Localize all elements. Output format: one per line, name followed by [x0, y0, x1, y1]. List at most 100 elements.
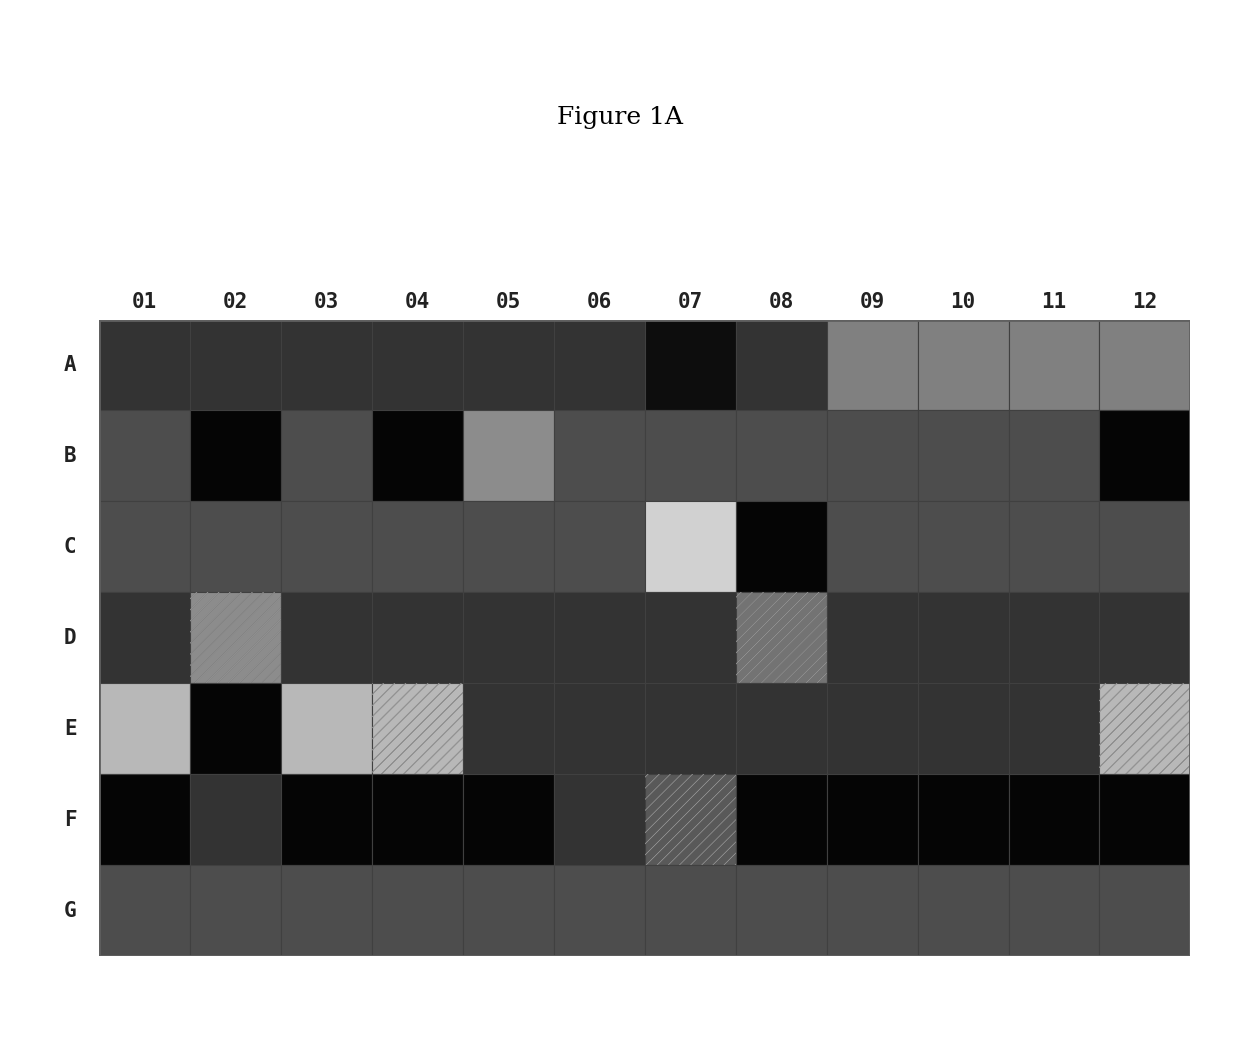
Bar: [1008, 410, 1100, 502]
Bar: [190, 592, 281, 684]
Bar: [463, 502, 554, 592]
Bar: [554, 502, 645, 592]
Bar: [372, 865, 463, 956]
Bar: [645, 410, 735, 502]
Text: G: G: [63, 900, 77, 921]
Bar: [281, 684, 372, 774]
Bar: [827, 774, 918, 865]
Text: 11: 11: [1042, 292, 1066, 313]
Bar: [372, 592, 463, 684]
Bar: [372, 684, 463, 774]
Bar: [281, 502, 372, 592]
Bar: [554, 684, 645, 774]
Bar: [281, 774, 372, 865]
Bar: [827, 684, 918, 774]
Text: 05: 05: [496, 292, 521, 313]
Bar: [827, 320, 918, 410]
Bar: [1008, 592, 1100, 684]
Text: 01: 01: [131, 292, 157, 313]
Bar: [190, 410, 281, 502]
Bar: [918, 684, 1008, 774]
Text: 04: 04: [404, 292, 430, 313]
Bar: [463, 774, 554, 865]
Text: 07: 07: [677, 292, 703, 313]
Bar: [372, 774, 463, 865]
Bar: [99, 774, 190, 865]
Text: F: F: [63, 810, 77, 829]
Bar: [281, 320, 372, 410]
Text: C: C: [63, 537, 77, 557]
Bar: [645, 502, 735, 592]
Text: 02: 02: [223, 292, 248, 313]
Bar: [827, 502, 918, 592]
Bar: [190, 774, 281, 865]
Bar: [918, 774, 1008, 865]
Bar: [554, 865, 645, 956]
Bar: [918, 502, 1008, 592]
Bar: [281, 865, 372, 956]
Text: Figure 1A: Figure 1A: [557, 106, 683, 130]
Bar: [1100, 865, 1190, 956]
Bar: [372, 410, 463, 502]
Bar: [463, 410, 554, 502]
Bar: [735, 410, 827, 502]
Bar: [99, 320, 190, 410]
Bar: [645, 592, 735, 684]
Bar: [645, 684, 735, 774]
Text: 08: 08: [769, 292, 794, 313]
Text: 06: 06: [587, 292, 613, 313]
Bar: [1100, 502, 1190, 592]
Text: 12: 12: [1132, 292, 1158, 313]
Bar: [281, 410, 372, 502]
Bar: [918, 320, 1008, 410]
Bar: [827, 410, 918, 502]
Bar: [463, 592, 554, 684]
Bar: [190, 592, 281, 684]
Bar: [918, 410, 1008, 502]
Bar: [735, 865, 827, 956]
Text: 03: 03: [314, 292, 340, 313]
Text: A: A: [63, 355, 77, 375]
Bar: [190, 502, 281, 592]
Bar: [554, 592, 645, 684]
Bar: [99, 410, 190, 502]
Bar: [554, 320, 645, 410]
Bar: [463, 684, 554, 774]
Bar: [1100, 684, 1190, 774]
Bar: [372, 502, 463, 592]
Bar: [1100, 592, 1190, 684]
Bar: [554, 410, 645, 502]
Bar: [1100, 410, 1190, 502]
Bar: [918, 592, 1008, 684]
Bar: [918, 865, 1008, 956]
Bar: [735, 684, 827, 774]
Bar: [827, 592, 918, 684]
Bar: [1008, 684, 1100, 774]
Bar: [99, 684, 190, 774]
Bar: [190, 320, 281, 410]
Bar: [554, 774, 645, 865]
Bar: [372, 684, 463, 774]
Bar: [645, 774, 735, 865]
Bar: [1100, 774, 1190, 865]
Bar: [372, 320, 463, 410]
Bar: [99, 865, 190, 956]
Bar: [1008, 865, 1100, 956]
Text: 09: 09: [859, 292, 885, 313]
Bar: [1008, 502, 1100, 592]
Bar: [463, 865, 554, 956]
Bar: [190, 865, 281, 956]
Bar: [1008, 774, 1100, 865]
Bar: [645, 865, 735, 956]
Bar: [827, 865, 918, 956]
Bar: [99, 502, 190, 592]
Bar: [1100, 684, 1190, 774]
Bar: [735, 592, 827, 684]
Bar: [645, 774, 735, 865]
Text: 10: 10: [950, 292, 976, 313]
Text: D: D: [63, 628, 77, 647]
Bar: [190, 684, 281, 774]
Bar: [463, 320, 554, 410]
Bar: [99, 592, 190, 684]
Bar: [1100, 320, 1190, 410]
